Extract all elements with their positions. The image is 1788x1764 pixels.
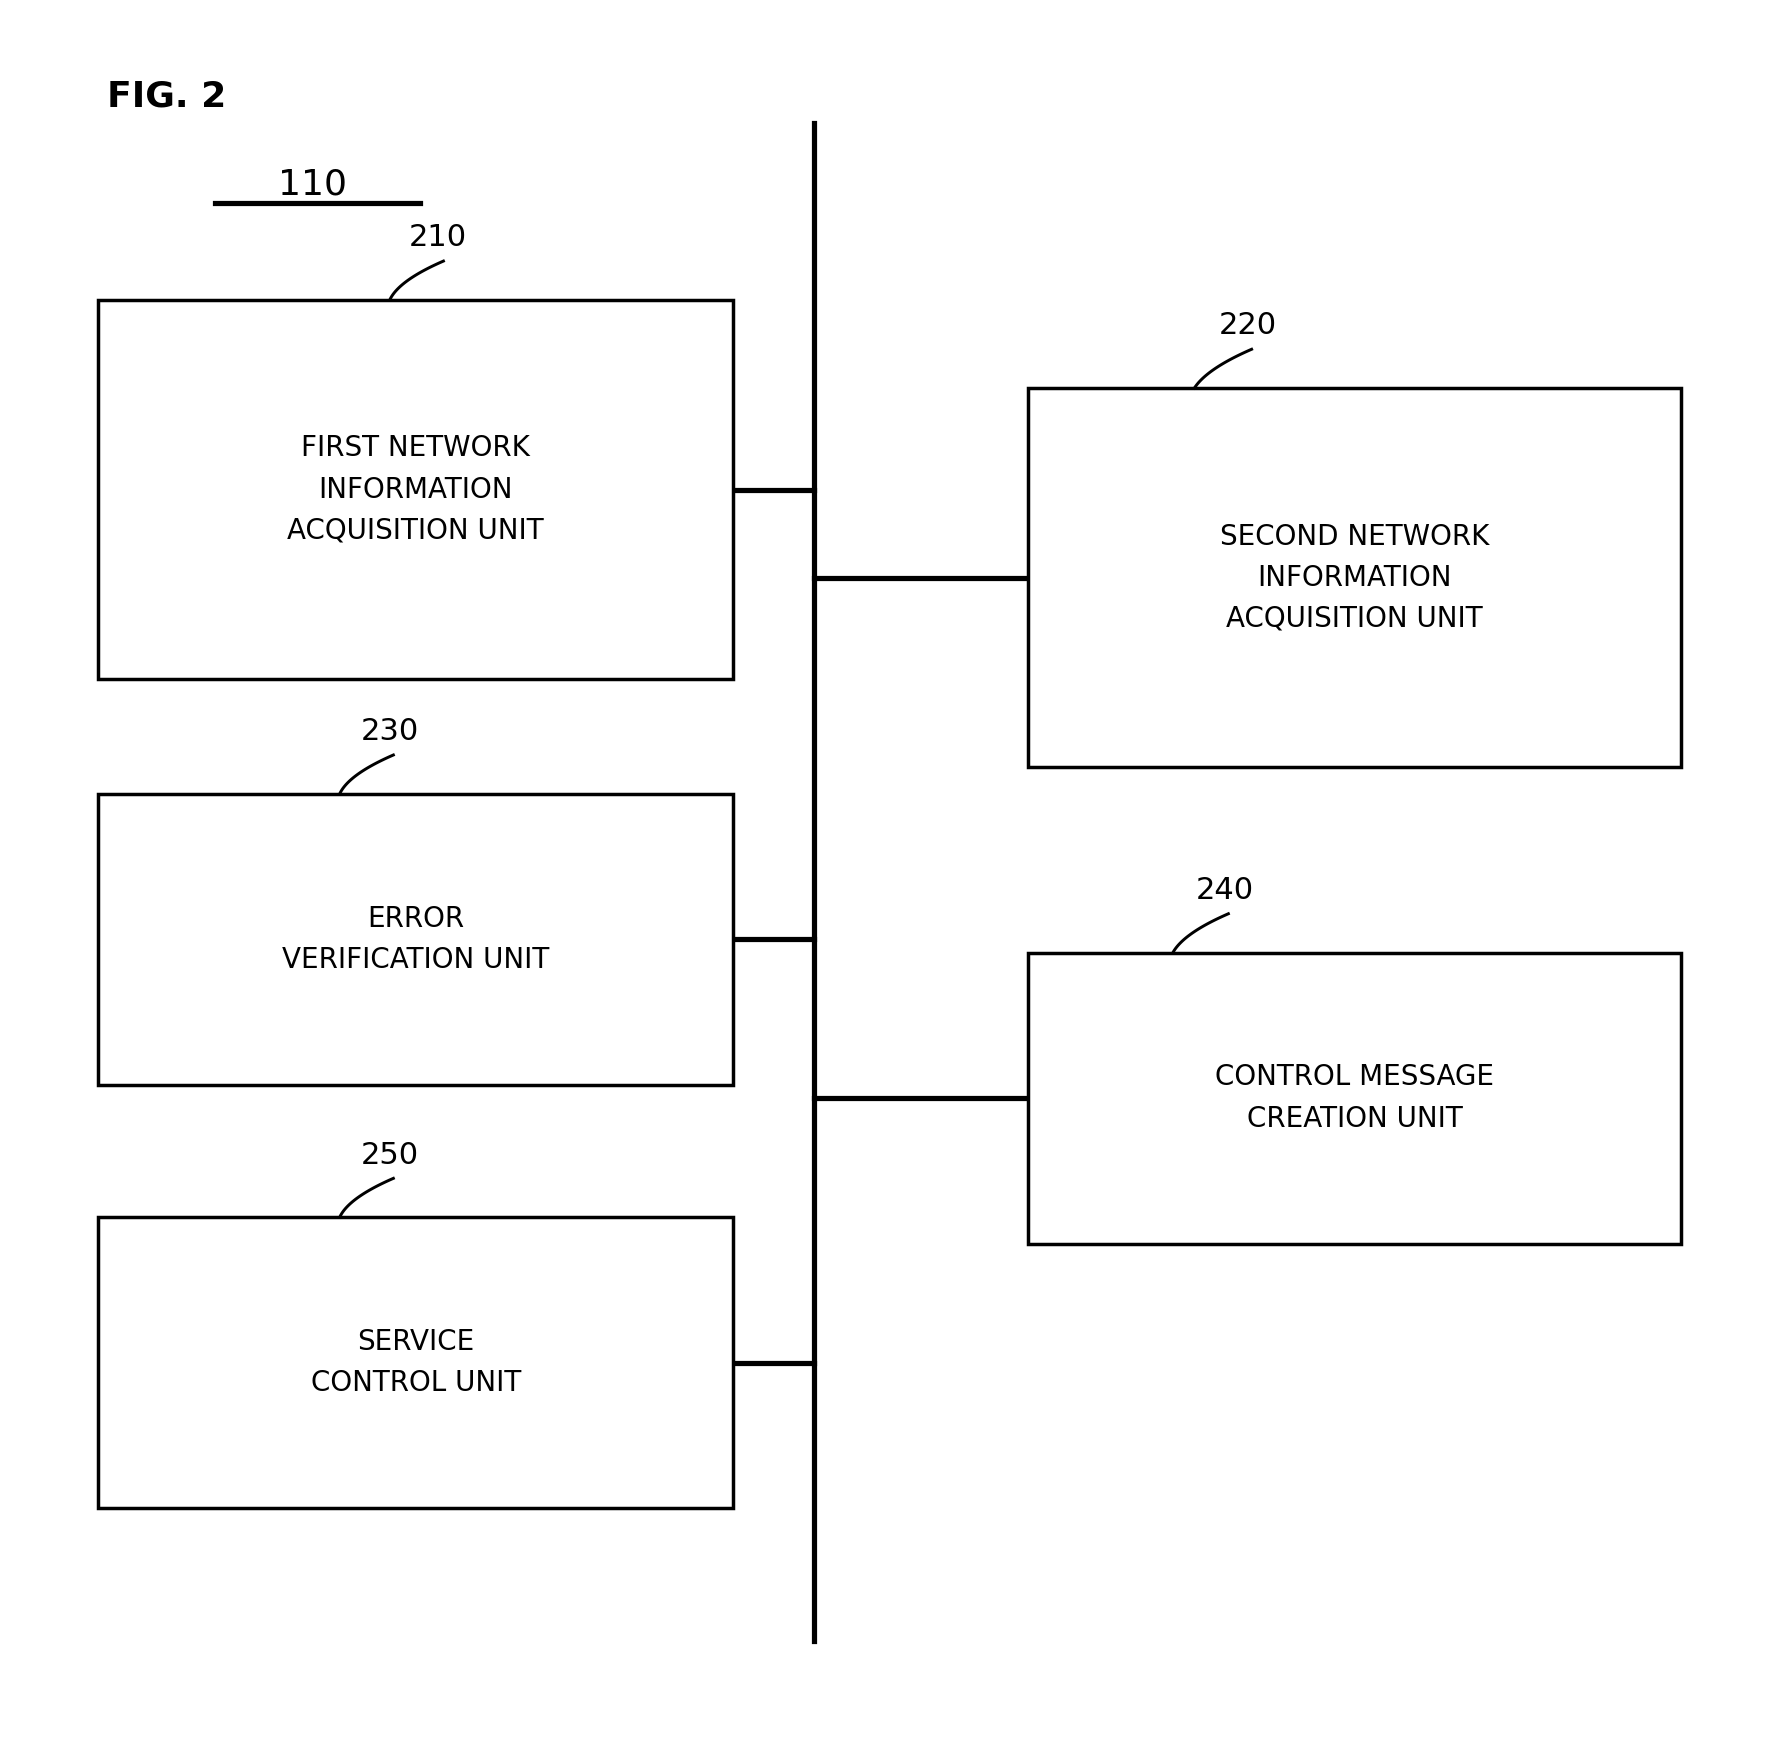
Text: 230: 230: [361, 718, 418, 746]
FancyBboxPatch shape: [98, 794, 733, 1085]
Text: ERROR
VERIFICATION UNIT: ERROR VERIFICATION UNIT: [283, 905, 549, 974]
FancyBboxPatch shape: [1028, 388, 1681, 767]
Text: FIG. 2: FIG. 2: [107, 79, 227, 113]
Text: 240: 240: [1196, 877, 1253, 905]
FancyBboxPatch shape: [98, 1217, 733, 1508]
Text: SECOND NETWORK
INFORMATION
ACQUISITION UNIT: SECOND NETWORK INFORMATION ACQUISITION U…: [1219, 522, 1489, 633]
Text: 110: 110: [279, 168, 347, 201]
Text: SERVICE
CONTROL UNIT: SERVICE CONTROL UNIT: [311, 1328, 520, 1397]
Text: FIRST NETWORK
INFORMATION
ACQUISITION UNIT: FIRST NETWORK INFORMATION ACQUISITION UN…: [288, 434, 544, 545]
Text: 220: 220: [1219, 312, 1277, 340]
FancyBboxPatch shape: [1028, 953, 1681, 1244]
FancyBboxPatch shape: [98, 300, 733, 679]
Text: 210: 210: [409, 224, 467, 252]
Text: CONTROL MESSAGE
CREATION UNIT: CONTROL MESSAGE CREATION UNIT: [1214, 1064, 1495, 1132]
Text: 250: 250: [361, 1141, 418, 1170]
